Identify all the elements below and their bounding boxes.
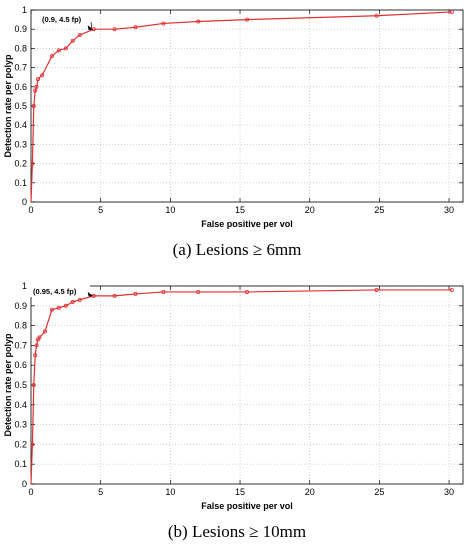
y-tick-label: 0.1: [14, 459, 27, 469]
annotation-arrowhead: [87, 291, 93, 297]
data-point: [374, 13, 379, 18]
data-point: [161, 289, 166, 294]
x-tick-label: 30: [444, 487, 454, 497]
x-tick-label: 15: [235, 205, 245, 215]
chart-b: 00.10.20.30.40.50.60.70.80.910 5 10 15 20 25 3…: [3, 281, 464, 511]
x-tick-label: 5: [98, 205, 103, 215]
data-point: [31, 104, 36, 109]
y-tick-label: 0: [22, 197, 27, 207]
y-axis-label: Detection rate per polyp: [3, 333, 13, 437]
data-point: [196, 289, 201, 294]
data-point: [31, 383, 36, 388]
x-axis-label: False positive per vol: [201, 219, 293, 229]
annotation-label: (0.95, 4.5 fp): [33, 287, 77, 296]
x-tick-label: 10: [165, 205, 175, 215]
data-point: [133, 25, 138, 30]
y-tick-label: 0.9: [14, 301, 27, 311]
data-point: [244, 17, 249, 22]
y-tick-label: 0.5: [14, 101, 27, 111]
annotation-box: [30, 284, 90, 297]
data-point: [34, 84, 39, 89]
data-point: [63, 303, 68, 308]
x-axis-label: False positive per vol: [201, 501, 293, 511]
data-point: [33, 88, 38, 93]
data-point: [56, 305, 61, 310]
x-tick-label: 20: [305, 487, 315, 497]
data-point: [112, 293, 117, 298]
chart-panel-a: 0 0.1 0.2 0.3 0.4 0.5 0.6 0.7 0.8 0.9 1 0 5 10 15 20 25 3…: [0, 0, 474, 274]
data-point: [56, 48, 61, 53]
data-point: [112, 27, 117, 32]
y-tick-label: 0.6: [14, 82, 27, 92]
y-tick-label: 0.4: [14, 120, 27, 130]
annotation-box: [39, 12, 93, 25]
data-point: [161, 21, 166, 26]
y-tick-label: 0.3: [14, 139, 27, 149]
x-tick-label: 20: [305, 205, 315, 215]
chart-caption: (b) Lesions ≥ 10mm: [167, 522, 307, 541]
y-tick-label: 0.4: [14, 400, 27, 410]
data-point: [77, 297, 82, 302]
y-tick-label: 0.1: [14, 178, 27, 188]
data-point: [449, 9, 454, 14]
y-tick-label: 0.6: [14, 360, 27, 370]
y-tick-label: 1: [22, 281, 27, 291]
y-tick-label: 1: [22, 5, 27, 15]
data-point: [33, 353, 38, 358]
series-line: [30, 11, 452, 203]
data-point: [77, 32, 82, 37]
data-point: [37, 335, 42, 340]
chart-caption: (a) Lesions ≥ 6mm: [172, 240, 302, 259]
annotation-label: (0.9, 4.5 fp): [42, 15, 82, 24]
data-point: [42, 329, 47, 334]
x-tick-label: 30: [444, 205, 454, 215]
y-axis-label: Detection rate per polyp: [3, 54, 13, 158]
data-point: [374, 287, 379, 292]
chart-panel-b: 0 0.1 0.2 0.3 0.4 0.5 0.6 0.7 0.8 0.9 1 0 5 10 15 20 25 3…: [0, 274, 474, 549]
annotation-arrowhead: [87, 25, 93, 31]
x-tick-label: 25: [374, 487, 384, 497]
chart-a: 00.10.20.30.40.50.60.70.80.910 5 10 15 20 25 3…: [3, 5, 464, 229]
data-point: [49, 54, 54, 59]
y-tick-label: 0.8: [14, 43, 27, 53]
annotation-arrow: [90, 21, 93, 29]
y-tick-label: 0.2: [14, 439, 27, 449]
x-tick-label: 25: [374, 205, 384, 215]
series-line: [30, 289, 452, 485]
data-point: [63, 46, 68, 51]
data-point: [449, 287, 454, 292]
y-tick-label: 0.8: [14, 321, 27, 331]
data-point: [30, 442, 35, 447]
data-point: [34, 343, 39, 348]
y-tick-label: 0: [22, 479, 27, 489]
data-point: [244, 289, 249, 294]
y-tick-label: 0.5: [14, 380, 27, 390]
x-tick-label: 0: [28, 487, 33, 497]
y-tick-label: 0.9: [14, 24, 27, 34]
x-tick-label: 15: [235, 487, 245, 497]
x-tick-label: 0: [28, 205, 33, 215]
y-tick-label: 0.7: [14, 340, 27, 350]
data-point: [35, 77, 40, 82]
data-point: [196, 19, 201, 24]
data-point: [70, 38, 75, 43]
data-point: [30, 161, 35, 166]
data-point: [133, 291, 138, 296]
y-tick-label: 0.2: [14, 159, 27, 169]
data-point: [49, 307, 54, 312]
y-tick-label: 0.7: [14, 63, 27, 73]
data-point: [40, 73, 45, 78]
data-point: [70, 299, 75, 304]
x-tick-label: 5: [98, 487, 103, 497]
x-tick-label: 10: [165, 487, 175, 497]
y-tick-label: 0.3: [14, 420, 27, 430]
